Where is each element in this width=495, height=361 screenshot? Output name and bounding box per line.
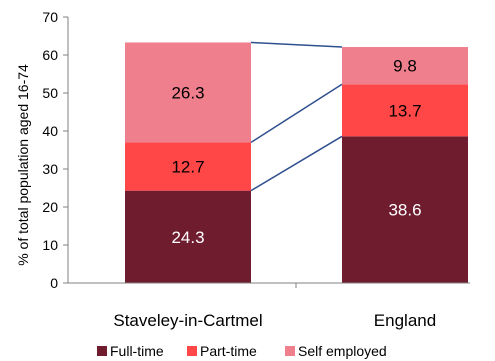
y-tick-label: 60 <box>42 47 58 63</box>
legend-swatch <box>187 346 197 356</box>
bar-segment <box>125 142 251 191</box>
bar-segment <box>342 136 468 283</box>
y-axis-title: % of total population aged 16-74 <box>15 64 31 266</box>
data-label: 26.3 <box>171 83 204 102</box>
data-label: 12.7 <box>171 158 204 177</box>
series-lines <box>250 41 343 192</box>
category-labels: Staveley-in-Cartmel England <box>113 311 436 330</box>
bar-segment <box>342 47 468 85</box>
x-category-label: England <box>374 311 436 330</box>
legend-swatch <box>97 346 107 356</box>
y-axis-ticks: 0 10 20 30 40 50 60 70 <box>42 9 68 291</box>
y-tick-label: 30 <box>42 161 58 177</box>
y-tick-label: 0 <box>50 275 58 291</box>
y-tick-label: 10 <box>42 237 58 253</box>
y-tick-label: 40 <box>42 123 58 139</box>
bar-segment <box>125 42 251 143</box>
legend-swatch <box>285 346 295 356</box>
data-label: 38.6 <box>388 201 421 220</box>
x-category-label: Staveley-in-Cartmel <box>113 311 262 330</box>
bar-segment <box>342 84 468 137</box>
data-labels: 24.3 12.7 26.3 38.6 13.7 9.8 <box>171 57 421 247</box>
legend: Full-time Part-time Self employed <box>97 343 387 359</box>
y-tick-label: 70 <box>42 9 58 25</box>
y-tick-label: 50 <box>42 85 58 101</box>
legend-label: Part-time <box>200 343 257 359</box>
data-label: 13.7 <box>388 101 421 120</box>
series-line <box>250 83 343 144</box>
bar-segment <box>125 190 251 283</box>
series-line <box>250 135 343 192</box>
bars <box>125 42 468 283</box>
series-line <box>250 41 343 48</box>
data-label: 24.3 <box>171 228 204 247</box>
axes <box>67 17 470 288</box>
data-label: 9.8 <box>393 57 417 76</box>
legend-label: Full-time <box>110 343 164 359</box>
y-tick-label: 20 <box>42 199 58 215</box>
legend-label: Self employed <box>298 343 387 359</box>
